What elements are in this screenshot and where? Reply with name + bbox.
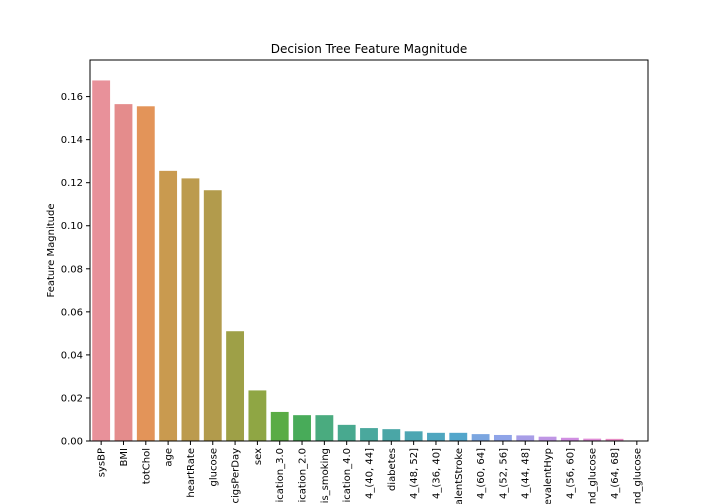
x-tick-label: ication_3.0 — [275, 448, 286, 502]
bar — [427, 432, 445, 441]
y-ticks-group: 0.00 0.02 0.04 0.06 0.08 0.10 0.12 0.14 0.16 — [61, 92, 90, 448]
y-tick-label: 0.14 — [61, 135, 83, 146]
x-tick-label: alentStroke — [454, 448, 465, 504]
y-tick-label: 0.00 — [61, 437, 83, 448]
x-tick-label: 4_(44, 48] — [521, 448, 532, 499]
bar — [181, 178, 200, 441]
bar — [315, 415, 334, 441]
bar — [449, 432, 468, 441]
x-tick-label: glucose — [208, 448, 219, 486]
bar — [248, 390, 267, 441]
bar — [203, 190, 222, 441]
bar — [538, 436, 557, 441]
x-tick-label: BMI — [119, 448, 130, 466]
bar — [136, 106, 155, 441]
x-tick-label: 4_(56, 60] — [565, 448, 576, 499]
x-tick-label: nd_glucose — [632, 448, 643, 504]
plot-frame — [89, 59, 649, 442]
y-tick-label: 0.02 — [61, 393, 83, 404]
x-tick-label: 4_(36, 40] — [431, 448, 442, 499]
y-tick-label: 0.16 — [61, 92, 83, 103]
bar — [605, 438, 624, 441]
x-tick-label: ication_4.0 — [342, 448, 353, 502]
x-tick-label: totChol — [141, 448, 152, 484]
x-tick-label: age — [164, 448, 175, 467]
x-ticks-group: sysBP BMI totChol age heartRate glucose cigsPe… — [97, 441, 643, 504]
bar — [360, 428, 378, 441]
bar — [226, 331, 245, 441]
x-tick-label: 4_(40, 44] — [365, 448, 376, 499]
x-tick-label: evalentHyp — [543, 448, 554, 504]
bar — [516, 435, 535, 441]
y-tick-label: 0.04 — [61, 350, 83, 361]
chart-title: Decision Tree Feature Magnitude — [271, 42, 467, 56]
y-axis-label: Feature Magnitude — [46, 204, 57, 298]
x-tick-label: 4_(52, 56] — [498, 448, 509, 499]
x-tick-label: 4_(64, 68] — [610, 448, 621, 499]
bar — [92, 80, 111, 441]
y-tick-label: 0.10 — [61, 221, 83, 232]
bar — [114, 104, 133, 441]
bar — [337, 424, 356, 441]
x-tick-label: 4_(60, 64] — [476, 448, 487, 499]
x-tick-label: ication_2.0 — [298, 448, 309, 502]
x-tick-label: heartRate — [186, 448, 197, 498]
bar — [493, 434, 512, 441]
bar — [560, 437, 579, 441]
x-tick-label: sysBP — [97, 448, 108, 477]
bars-group — [92, 80, 646, 441]
bar — [293, 415, 311, 441]
bar — [404, 431, 423, 441]
bar — [159, 170, 178, 441]
bar — [471, 434, 490, 441]
x-tick-label: is_smoking — [320, 448, 331, 503]
x-tick-label: cigsPerDay — [231, 448, 242, 504]
bar — [382, 429, 401, 441]
x-tick-label: diabetes — [387, 448, 398, 491]
x-tick-label: sex — [253, 448, 264, 465]
bar — [270, 411, 289, 441]
x-tick-label: nd_glucose — [588, 448, 599, 504]
y-tick-label: 0.08 — [61, 264, 83, 275]
y-tick-label: 0.12 — [61, 178, 83, 189]
y-tick-label: 0.06 — [61, 307, 83, 318]
bar — [583, 438, 602, 441]
x-tick-label: 4_(48, 52] — [409, 448, 420, 499]
